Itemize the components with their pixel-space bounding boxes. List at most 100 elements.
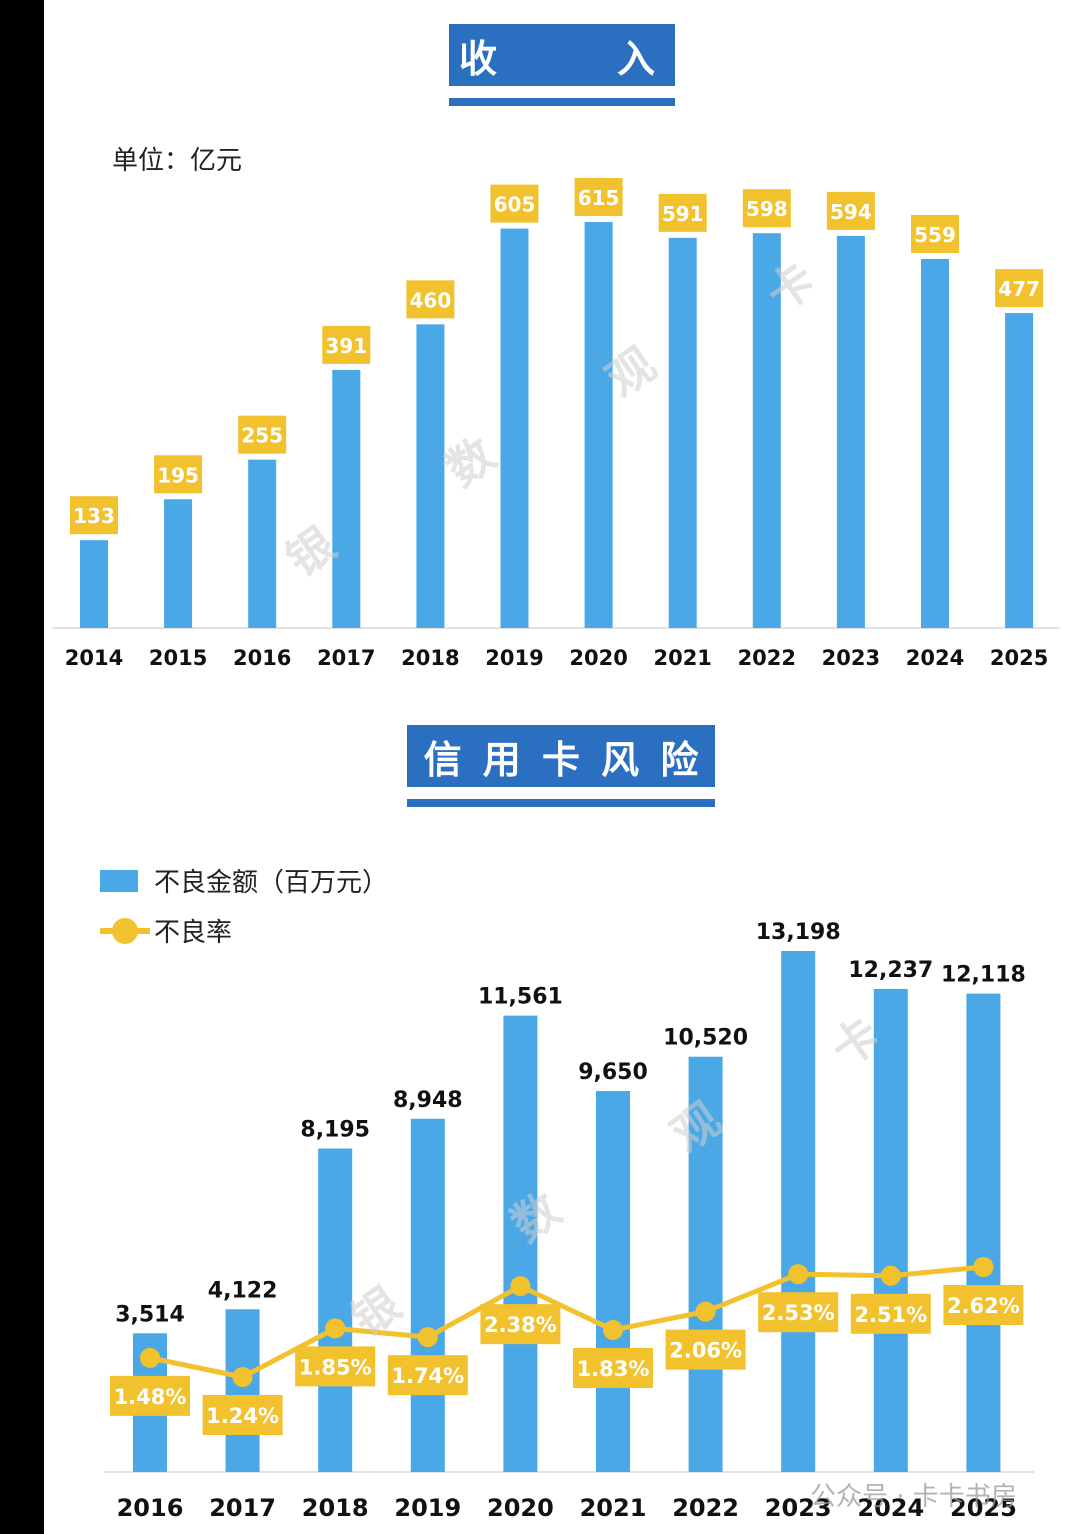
revenue-title-left: 收 [459,36,498,81]
rate-data-label: 1.83% [577,1357,650,1381]
rate-data-label: 2.62% [947,1294,1020,1318]
risk-bar [503,1015,538,1472]
revenue-bar [164,499,193,628]
revenue-unit-label: 单位：亿元 [112,146,243,176]
rate-point [695,1301,716,1322]
risk-title: 信 用 卡 风 险 [407,725,715,787]
legend-line-item: 不良率 [100,912,232,949]
legend-bar-swatch [100,869,138,892]
risk-bar-data-label: 8,948 [393,1088,463,1113]
revenue-x-tick-label: 2016 [233,646,291,670]
risk-title-char: 信 [423,737,462,782]
revenue-bar [416,324,445,628]
rate-label-bg [387,1355,468,1396]
revenue-label-bg [742,189,791,228]
revenue-label-bg [995,269,1044,308]
rate-point [880,1265,901,1286]
risk-bar-data-label: 9,650 [578,1060,648,1085]
legend-bar-label: 不良金额（百万元） [154,868,389,898]
revenue-data-label: 615 [578,186,620,210]
rate-point [788,1264,809,1285]
revenue-bar [668,237,697,628]
revenue-data-label: 559 [914,223,956,247]
legend-line-label: 不良率 [154,918,233,948]
rate-point [417,1327,438,1348]
risk-x-tick-label: 2022 [672,1494,739,1522]
rate-label-bg [943,1285,1024,1325]
revenue-x-tick-label: 2017 [317,646,375,670]
legend-line-swatch [100,916,150,946]
rate-point [603,1319,623,1340]
rate-label-bg [665,1329,746,1370]
left-edge-bar [0,0,44,1534]
risk-bar-data-label: 13,198 [756,920,841,945]
risk-bar-data-label: 12,237 [848,958,933,983]
revenue-label-bg [826,191,875,230]
risk-bar [688,1056,723,1472]
revenue-x-tick-label: 2024 [906,646,964,670]
revenue-bar [332,369,361,628]
risk-bar [318,1148,353,1472]
watermark-account: 公众号 · 卡卡书房 [810,1482,1017,1512]
rate-label-bg [110,1375,190,1416]
risk-x-tick-label: 2016 [117,1494,184,1522]
revenue-bar [1005,313,1034,628]
revenue-label-bg [658,193,707,232]
revenue-bar [752,233,781,628]
revenue-title-underline [449,98,675,106]
revenue-bar [248,459,277,628]
risk-title-char: 用 [482,737,521,782]
revenue-label-bg [70,496,118,535]
rate-point [510,1276,531,1297]
revenue-data-label: 195 [157,463,199,487]
risk-title-char: 风 [601,737,640,782]
risk-bar [225,1309,260,1472]
risk-x-tick-label: 2025 [950,1494,1017,1522]
risk-x-tick-label: 2018 [302,1494,369,1522]
revenue-x-tick-label: 2022 [738,646,796,670]
revenue-data-label: 594 [830,200,872,224]
revenue-label-bg [406,280,455,319]
revenue-data-label: 477 [998,277,1040,301]
rate-label-bg [850,1293,931,1334]
revenue-label-bg [238,415,287,454]
revenue-bar [921,258,949,628]
rate-data-label: 2.51% [854,1303,927,1327]
revenue-data-label: 460 [410,288,452,312]
revenue-x-tick-label: 2023 [822,646,880,670]
revenue-x-tick-label: 2018 [401,646,459,670]
rate-data-label: 1.24% [206,1404,279,1428]
rate-data-label: 2.06% [669,1339,742,1363]
revenue-title: 收 入 [449,24,675,86]
risk-bar [873,988,908,1472]
revenue-data-label: 605 [494,193,536,217]
revenue-x-tick-label: 2021 [653,646,711,670]
rate-label-bg [480,1304,561,1345]
risk-title-char: 险 [660,737,699,782]
risk-x-tick-label: 2020 [487,1494,554,1522]
risk-bar [781,951,816,1472]
risk-bar-data-label: 11,561 [478,985,563,1010]
revenue-bar [584,222,613,628]
revenue-x-tick-label: 2020 [569,646,627,670]
risk-x-tick-label: 2023 [765,1494,832,1522]
rate-label-bg [295,1346,376,1387]
revenue-data-label: 591 [662,202,704,226]
revenue-x-tick-label: 2015 [149,646,207,670]
rate-point [140,1347,160,1368]
revenue-data-label: 255 [241,424,283,448]
rate-data-label: 2.38% [484,1313,557,1337]
revenue-bar [500,228,529,628]
revenue-label-bg [322,325,371,364]
risk-bar-data-label: 8,195 [300,1117,370,1142]
risk-title-char: 卡 [541,737,580,782]
revenue-bar [80,540,108,628]
revenue-title-right: 入 [616,36,655,81]
revenue-x-tick-label: 2025 [990,646,1048,670]
rate-data-label: 2.53% [762,1301,835,1325]
revenue-x-tick-label: 2014 [65,646,123,670]
revenue-label-bg [154,455,203,494]
rate-label-bg [202,1395,283,1435]
rate-data-label: 1.74% [391,1364,464,1388]
